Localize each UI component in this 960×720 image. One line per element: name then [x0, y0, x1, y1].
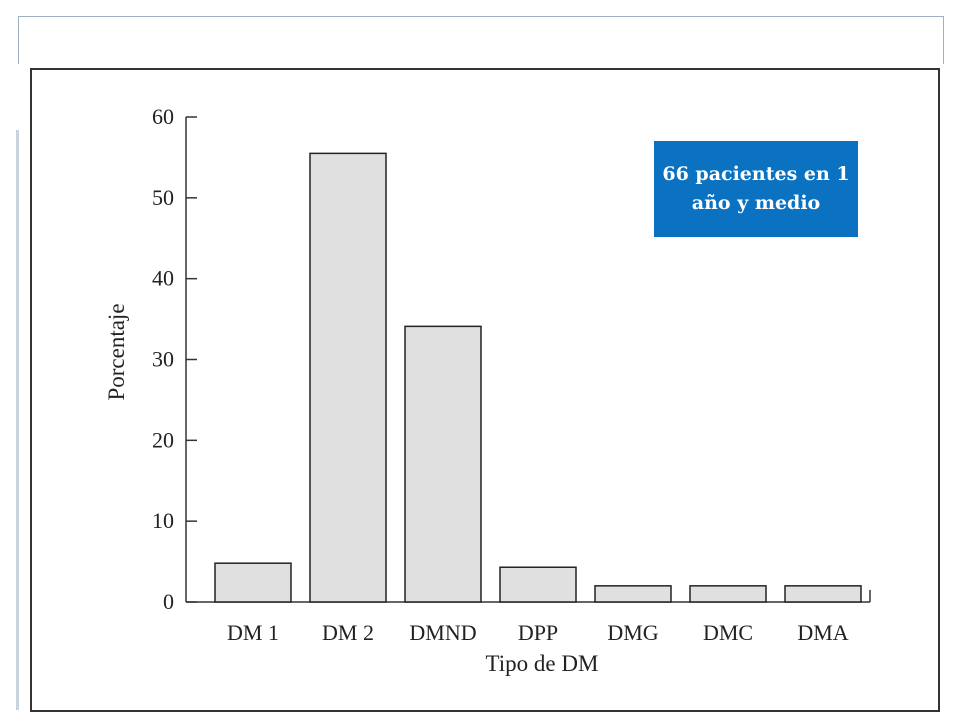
bar-dm-1 — [214, 562, 292, 603]
bar-dmg — [594, 585, 672, 603]
annotation-box: 66 pacientes en 1 año y medio — [654, 141, 858, 237]
y-axis-title: Porcentaje — [104, 303, 129, 400]
bar-dmc — [689, 585, 767, 603]
x-tick-label: DPP — [518, 620, 558, 645]
x-tick-label: DMC — [703, 620, 753, 645]
x-axis-title: Tipo de DM — [486, 651, 599, 676]
bar-dm-2 — [309, 152, 387, 603]
x-tick-label: DM 1 — [227, 620, 279, 645]
annotation-text: 66 pacientes en 1 año y medio — [662, 163, 850, 214]
y-tick-label: 30 — [152, 347, 174, 372]
slide-frame — [18, 16, 944, 64]
bar-dmnd — [404, 325, 482, 603]
x-tick-label: DM 2 — [322, 620, 374, 645]
y-tick-label: 0 — [163, 589, 174, 614]
y-tick-label: 10 — [152, 508, 174, 533]
y-axis: 0 10 20 30 40 50 60 — [152, 104, 197, 614]
y-tick-label: 50 — [152, 185, 174, 210]
slide-left-accent — [16, 130, 19, 710]
y-tick-label: 60 — [152, 104, 174, 129]
y-tick-label: 40 — [152, 266, 174, 291]
x-axis: DM 1 DM 2 DMND DPP DMG DMC DMA — [186, 590, 871, 645]
bar-dpp — [499, 566, 577, 603]
y-tick-label: 20 — [152, 427, 174, 452]
x-tick-label: DMND — [409, 620, 476, 645]
bars — [214, 152, 862, 603]
x-tick-label: DMG — [607, 620, 658, 645]
x-tick-label: DMA — [797, 620, 848, 645]
bar-dma — [784, 585, 862, 603]
